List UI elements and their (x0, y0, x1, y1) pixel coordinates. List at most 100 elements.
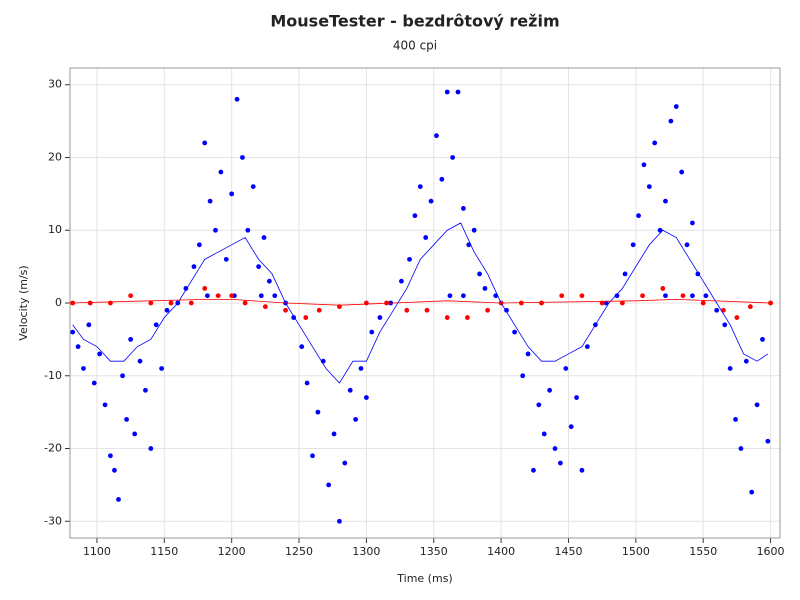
data-point (108, 453, 113, 459)
x-tick-label: 1200 (218, 545, 246, 558)
data-point (377, 315, 383, 320)
data-point (663, 293, 668, 299)
data-point (229, 293, 235, 299)
data-point (229, 191, 235, 197)
data-point (485, 307, 491, 313)
data-point (584, 344, 590, 350)
data-point (81, 366, 86, 371)
data-point (722, 322, 728, 328)
data-point (128, 293, 134, 299)
data-point (663, 198, 668, 204)
data-point (734, 315, 740, 320)
data-point (91, 380, 97, 386)
data-point (404, 307, 410, 313)
data-point (428, 198, 434, 204)
x-tick-label: 1250 (285, 545, 313, 558)
data-point (250, 184, 256, 189)
data-point (153, 322, 159, 328)
data-point (205, 293, 210, 299)
data-point (444, 315, 450, 320)
data-point (690, 293, 695, 299)
data-point (266, 278, 272, 284)
data-point (283, 307, 288, 313)
data-point (326, 482, 332, 488)
data-point (137, 358, 143, 364)
data-point (337, 518, 342, 524)
data-point (619, 300, 625, 306)
data-point (636, 213, 641, 219)
data-point (668, 118, 674, 124)
data-point (680, 293, 686, 299)
data-point (304, 380, 310, 386)
data-point (347, 387, 353, 393)
data-point (124, 417, 129, 422)
data-point (116, 497, 121, 502)
data-point (399, 278, 404, 284)
data-point (455, 89, 461, 95)
data-point (240, 155, 245, 160)
data-point (363, 395, 369, 400)
data-point (749, 489, 755, 495)
data-point (303, 315, 309, 320)
data-point (539, 300, 544, 306)
data-point (353, 417, 359, 422)
data-point (70, 329, 76, 335)
y-tick-label: 0 (55, 296, 62, 309)
data-point (207, 198, 213, 204)
data-point (102, 402, 108, 408)
y-tick-label: 10 (48, 223, 62, 236)
data-point (342, 460, 348, 466)
data-point (97, 351, 103, 357)
data-point (242, 300, 248, 306)
data-point (164, 307, 170, 313)
data-point (272, 293, 278, 299)
y-tick-label: -30 (44, 514, 62, 527)
data-point (444, 89, 450, 95)
data-point (646, 184, 652, 189)
data-point (760, 336, 765, 342)
data-point (159, 366, 165, 371)
data-point (477, 271, 482, 277)
data-point (541, 431, 547, 437)
data-point (630, 242, 636, 248)
y-tick-label: 30 (48, 78, 62, 91)
data-point (652, 140, 658, 146)
data-point (660, 286, 666, 291)
data-point (721, 307, 726, 313)
data-point (315, 409, 321, 415)
data-point (640, 293, 645, 299)
x-tick-label: 1600 (757, 545, 785, 558)
data-point (574, 395, 579, 400)
data-point (112, 467, 117, 473)
data-point (310, 453, 315, 459)
y-tick-label: -10 (44, 369, 62, 382)
data-point (213, 227, 218, 233)
data-point (223, 256, 229, 262)
data-point (258, 293, 264, 299)
x-tick-label: 1300 (352, 545, 380, 558)
data-point (557, 460, 563, 466)
data-point (714, 307, 720, 313)
data-point (196, 242, 202, 248)
data-point (148, 300, 154, 306)
data-point (256, 264, 262, 270)
data-point (531, 467, 536, 473)
data-point (363, 300, 369, 306)
data-point (765, 438, 771, 444)
data-point (331, 431, 337, 437)
x-tick-label: 1400 (487, 545, 515, 558)
data-point (358, 366, 364, 371)
data-point (568, 424, 574, 430)
data-point (188, 300, 194, 306)
x-tick-label: 1550 (689, 545, 717, 558)
data-point (369, 329, 375, 335)
series-line (72, 222, 769, 384)
data-point (439, 176, 445, 182)
data-point (690, 220, 695, 226)
data-point (148, 446, 154, 451)
data-point (128, 336, 134, 342)
x-tick-label: 1350 (420, 545, 448, 558)
data-point (673, 104, 679, 109)
